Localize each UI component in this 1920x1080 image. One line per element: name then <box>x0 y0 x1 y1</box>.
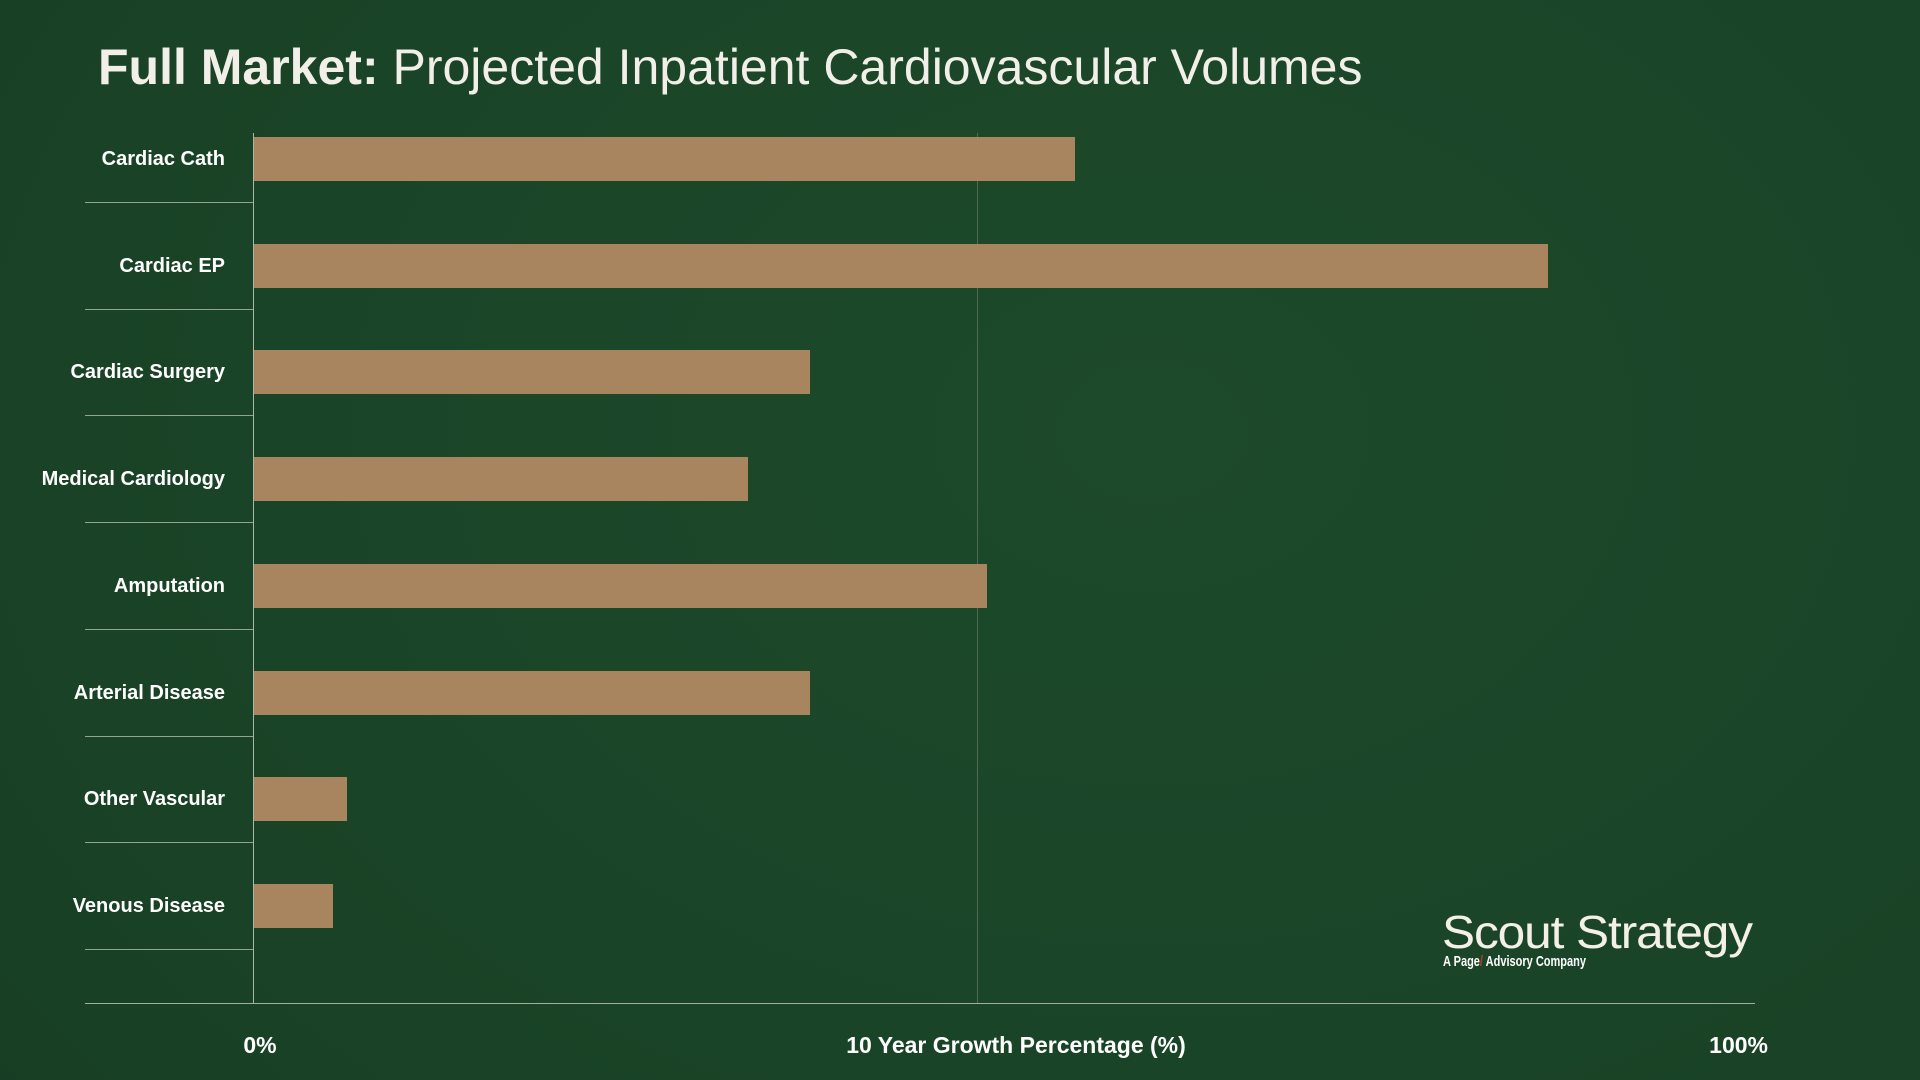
svg-text:A Page/ Advisory Company: A Page/ Advisory Company <box>1443 953 1586 970</box>
svg-text:Scout Strategy: Scout Strategy <box>1442 906 1753 958</box>
